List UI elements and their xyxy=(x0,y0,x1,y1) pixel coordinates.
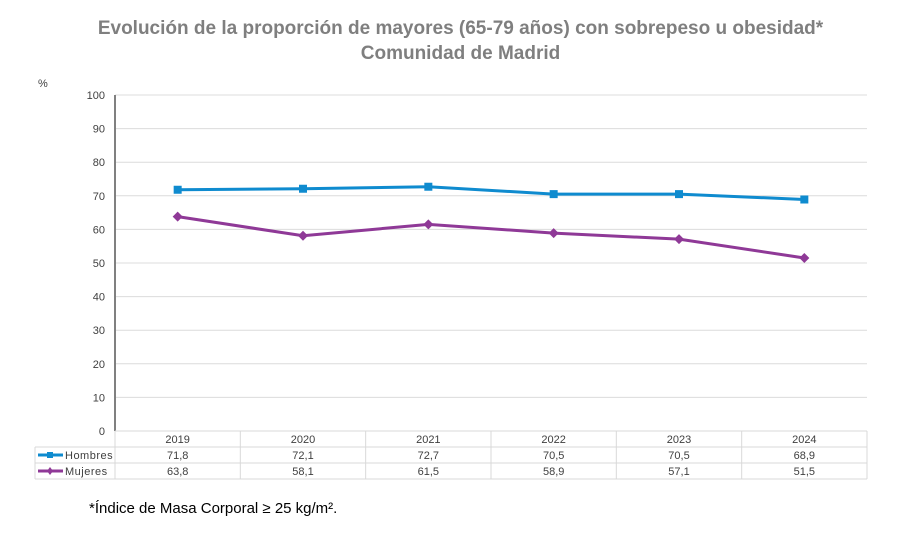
data-table-cell: 51,5 xyxy=(794,466,815,478)
footnote: *Índice de Masa Corporal ≥ 25 kg/m². xyxy=(89,500,338,517)
data-table-cell: 72,7 xyxy=(418,450,439,462)
data-point xyxy=(549,190,558,199)
y-tick-label: 50 xyxy=(93,258,105,270)
x-tick-label: 2021 xyxy=(416,434,440,446)
x-tick-label: 2022 xyxy=(541,434,565,446)
y-tick-label: 80 xyxy=(93,157,105,169)
data-table-cell: 70,5 xyxy=(543,450,564,462)
data-table-cell: 71,8 xyxy=(167,450,188,462)
legend-label: Hombres xyxy=(65,450,113,462)
x-tick-label: 2019 xyxy=(165,434,189,446)
data-table-cell: 58,9 xyxy=(543,466,564,478)
y-tick-label: 60 xyxy=(93,224,105,236)
y-tick-label: 40 xyxy=(93,292,105,304)
x-tick-label: 2024 xyxy=(792,434,816,446)
data-point xyxy=(173,185,182,194)
y-tick-label: 20 xyxy=(93,359,105,371)
legend-marker xyxy=(47,467,53,475)
y-tick-label: 0 xyxy=(99,426,105,438)
legend-marker xyxy=(47,452,53,458)
data-point xyxy=(298,230,308,241)
data-point xyxy=(799,252,810,263)
data-point xyxy=(548,228,559,239)
title-line-1: Evolución de la proporción de mayores (6… xyxy=(97,18,824,39)
y-tick-label: 100 xyxy=(87,90,105,102)
title-line-2: Comunidad de Madrid xyxy=(360,43,561,64)
data-table-cell: 58,1 xyxy=(292,466,313,478)
data-table-cell: 72,1 xyxy=(292,450,313,462)
series-line-mujeres xyxy=(177,215,805,260)
data-table-cell: 57,1 xyxy=(668,466,689,478)
data-table-cell: 63,8 xyxy=(167,466,188,478)
data-point xyxy=(800,195,809,204)
data-table-cell: 68,9 xyxy=(794,450,815,462)
chart-title: Evolución de la proporción de mayores (6… xyxy=(0,16,921,66)
data-point xyxy=(423,219,434,230)
data-table-cell: 61,5 xyxy=(418,466,439,478)
data-point xyxy=(675,190,683,199)
data-point xyxy=(299,184,307,193)
data-point xyxy=(424,182,433,191)
data-table-cell: 70,5 xyxy=(668,450,689,462)
legend-label: Mujeres xyxy=(65,466,108,478)
y-tick-label: 90 xyxy=(93,124,105,136)
data-point xyxy=(172,211,183,222)
series-line-hombres xyxy=(177,185,805,201)
x-tick-label: 2020 xyxy=(291,434,315,446)
y-tick-label: 10 xyxy=(93,392,105,404)
y-tick-label: 30 xyxy=(93,325,105,337)
data-point xyxy=(674,234,684,245)
x-tick-label: 2023 xyxy=(667,434,691,446)
y-axis-label: % xyxy=(38,78,48,90)
y-tick-label: 70 xyxy=(93,191,105,203)
